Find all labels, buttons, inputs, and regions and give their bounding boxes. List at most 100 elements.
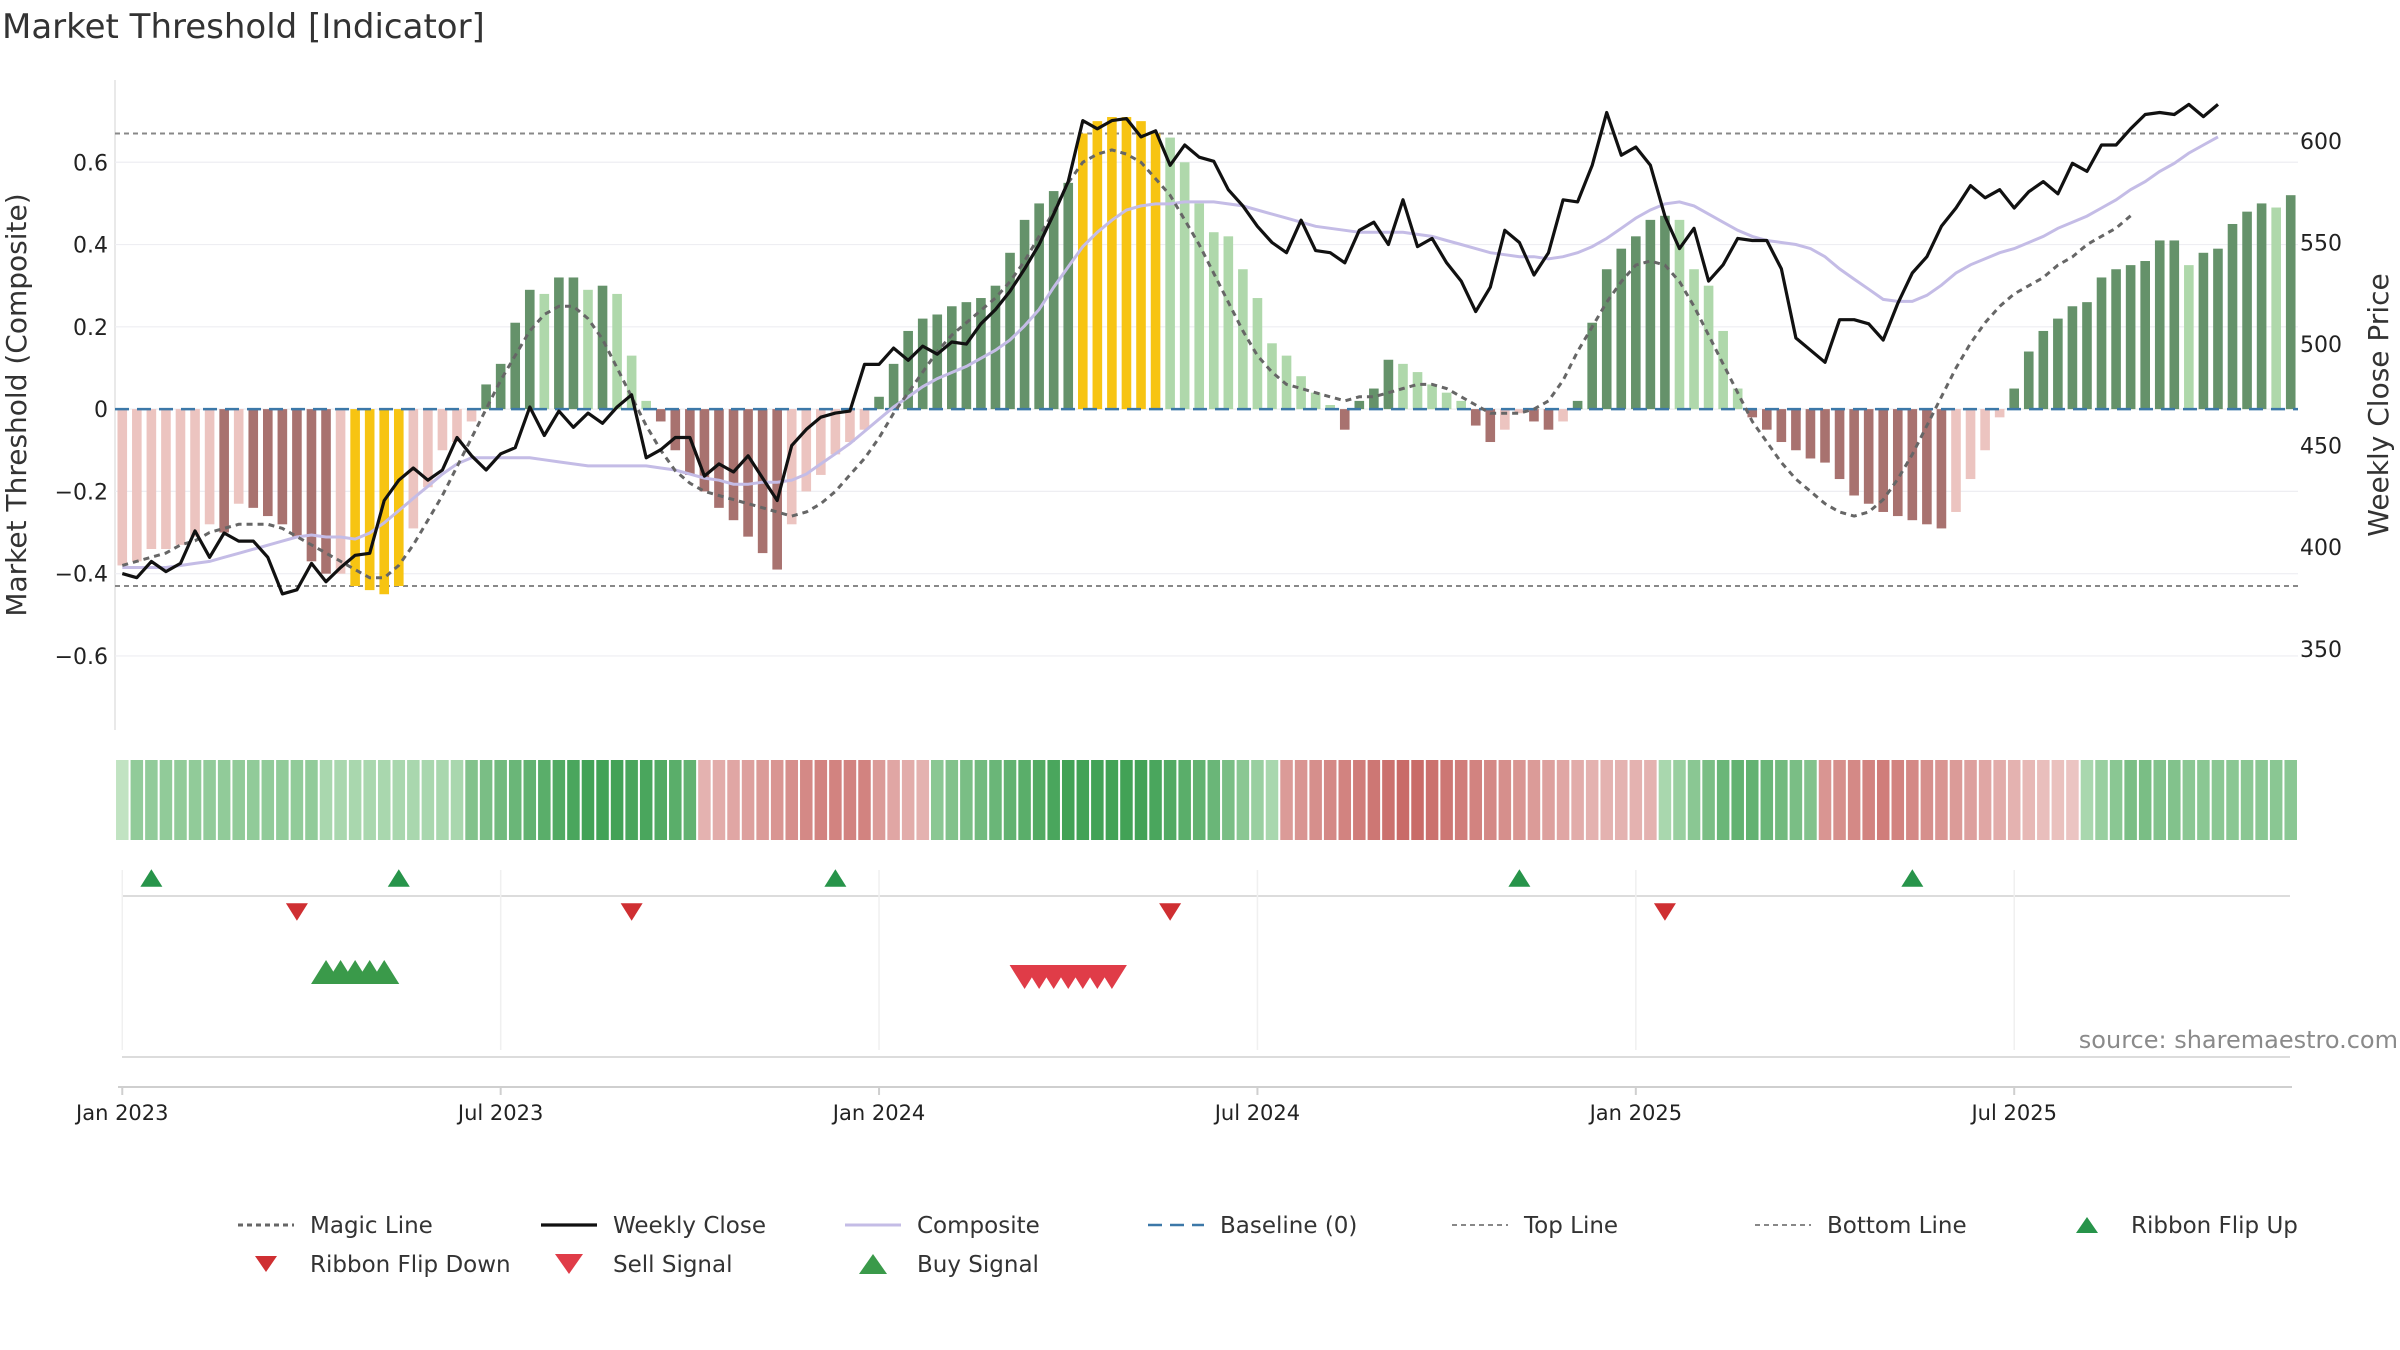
- ribbon-cell: [1134, 760, 1148, 840]
- ribbon-cell: [116, 760, 129, 840]
- ribbon-cell: [188, 760, 202, 840]
- ribbon-cell: [960, 760, 973, 840]
- composite-bar: [1208, 232, 1219, 410]
- composite-bar: [961, 302, 972, 410]
- composite-bar: [2038, 330, 2049, 410]
- composite-bar: [1689, 269, 1699, 410]
- composite-bars: [117, 117, 2296, 595]
- ribbon-cell: [916, 760, 929, 840]
- composite-bar: [1572, 400, 1583, 410]
- ribbon-cell: [1265, 760, 1279, 840]
- ribbon-cell: [1469, 760, 1482, 840]
- composite-bar: [277, 409, 288, 525]
- ribbon-cell: [1964, 760, 1977, 840]
- composite-bar: [1994, 409, 2005, 418]
- composite-bar: [830, 409, 841, 455]
- composite-bar: [364, 409, 375, 591]
- composite-bar: [1150, 133, 1161, 410]
- ribbon-cell: [2051, 760, 2065, 840]
- ribbon-cell: [1396, 760, 1410, 840]
- ribbon-cell: [1076, 760, 1090, 840]
- ribbon-cell: [1818, 760, 1832, 840]
- ribbon-cell: [1061, 760, 1075, 840]
- ribbon-cell: [669, 760, 682, 840]
- source-credit: source: sharemaestro.com: [2079, 1026, 2398, 1054]
- sell-signal-marker: [1096, 965, 1127, 989]
- legend-label-baseline: Baseline (0): [1220, 1213, 1357, 1239]
- composite-bar: [917, 318, 928, 410]
- composite-bar: [1281, 355, 1292, 410]
- composite-bar: [481, 384, 491, 410]
- ribbon-cell: [1556, 760, 1570, 840]
- composite-bar: [1048, 191, 1059, 410]
- weekly-close-line: [121, 102, 2220, 596]
- left-axis: −0.6 −0.4 −0.2 0 0.2 0.4 0.6: [55, 151, 108, 670]
- x-tick-label: Jan 2025: [1588, 1101, 1683, 1125]
- ribbon-cell: [290, 760, 304, 840]
- ribbon-cell: [829, 760, 842, 840]
- composite-bar: [1616, 248, 1627, 410]
- composite-bar: [2125, 265, 2136, 410]
- composite-bar: [1325, 405, 1336, 410]
- ribbon-cell: [1105, 760, 1119, 840]
- composite-bar: [1267, 343, 1277, 410]
- composite-bar: [2053, 318, 2063, 410]
- ribbon-cell: [1411, 760, 1424, 840]
- composite-bar: [888, 363, 899, 410]
- ribbon-cell: [319, 760, 333, 840]
- composite-bar: [1165, 137, 1175, 410]
- ribbon-cell: [1527, 760, 1541, 840]
- left-tick-label: 0.2: [73, 316, 108, 341]
- composite-bar: [845, 409, 855, 443]
- ribbon-cell: [348, 760, 362, 840]
- composite-bar: [1543, 409, 1554, 430]
- ribbon-cell: [989, 760, 1002, 840]
- right-tick-label: 550: [2300, 232, 2342, 257]
- ribbon-flip-down-marker: [1159, 903, 1182, 921]
- composite-bar: [772, 409, 782, 570]
- composite-bar: [190, 409, 200, 537]
- ribbon-cell: [698, 760, 711, 840]
- composite-bar: [1863, 409, 1874, 504]
- ribbon-cell: [2197, 760, 2210, 840]
- composite-bar: [2285, 195, 2296, 410]
- ribbon-cell: [305, 760, 318, 840]
- composite-bar: [1907, 409, 1918, 521]
- composite-bar: [2067, 306, 2078, 410]
- ribbon-cell: [567, 760, 580, 840]
- ribbon-cell: [639, 760, 653, 840]
- legend-label-magic: Magic Line: [310, 1213, 433, 1239]
- composite-bar: [714, 409, 724, 508]
- ribbon-cell: [2109, 760, 2123, 840]
- ribbon-flip-down-marker: [620, 903, 643, 921]
- composite-bar: [976, 298, 986, 410]
- ribbon-cell: [1207, 760, 1221, 840]
- composite-bar: [248, 409, 259, 508]
- composite-bar: [947, 306, 957, 410]
- composite-bar: [1179, 162, 1190, 410]
- ribbon-cell: [727, 760, 740, 840]
- composite-bar: [1034, 203, 1044, 410]
- ribbon-cell: [974, 760, 988, 840]
- composite-bar: [1398, 363, 1408, 410]
- x-tick-label: Jul 2023: [456, 1101, 543, 1125]
- left-tick-label: 0.4: [73, 234, 108, 259]
- ribbon-cell: [1847, 760, 1861, 840]
- composite-bar: [2271, 207, 2281, 410]
- ribbon-cell: [1236, 760, 1250, 840]
- composite-bar: [1762, 409, 1772, 430]
- ribbon-flip-up-marker: [140, 869, 163, 887]
- ribbon-cell: [130, 760, 144, 840]
- composite-bar: [1077, 133, 1088, 410]
- ribbon-cell: [1585, 760, 1599, 840]
- ribbon-cell: [741, 760, 755, 840]
- composite-bar: [554, 277, 564, 410]
- composite-bar: [146, 409, 157, 549]
- composite-bar: [1631, 236, 1641, 410]
- ribbon-cell: [2138, 760, 2152, 840]
- composite-bar: [2198, 252, 2209, 410]
- buy-signal-marker: [369, 960, 400, 984]
- composite-bar: [350, 409, 360, 587]
- composite-bar: [466, 409, 477, 422]
- ribbon-cell: [2022, 760, 2036, 840]
